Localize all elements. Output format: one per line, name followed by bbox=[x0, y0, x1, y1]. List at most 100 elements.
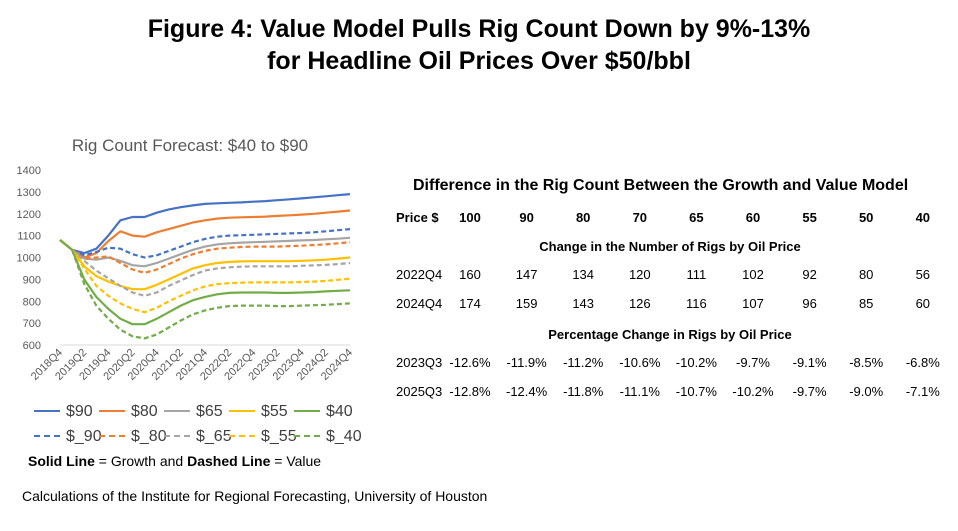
table-cell: -9.0% bbox=[849, 384, 884, 399]
legend-swatch bbox=[229, 435, 255, 437]
legend-swatch bbox=[34, 435, 60, 437]
table-cell: -10.6% bbox=[619, 355, 661, 370]
note-middle-text: = Growth and bbox=[94, 453, 188, 469]
table-cell: 92 bbox=[802, 267, 817, 282]
table-row: 2024Q417415914312611610796856030 bbox=[390, 296, 950, 316]
table-cell: -4.1% bbox=[951, 384, 958, 399]
series-line-usd-55 bbox=[59, 239, 351, 314]
column-header: 60 bbox=[745, 210, 761, 225]
table-cell: 30 bbox=[951, 296, 958, 311]
table-row: 2022Q416014713412011110292805627 bbox=[390, 267, 950, 287]
figure-title-line-2: for Headline Oil Prices Over $50/bbl bbox=[267, 47, 691, 75]
table-cell: -10.7% bbox=[675, 384, 717, 399]
table-cell: 102 bbox=[742, 267, 764, 282]
table-section-heading: Change in the Number of Rigs by Oil Pric… bbox=[539, 239, 801, 254]
legend-swatch bbox=[34, 410, 60, 412]
legend-swatch bbox=[99, 435, 125, 437]
legend-label: $90 bbox=[66, 403, 93, 420]
legend-swatch bbox=[164, 435, 190, 437]
table-cell: 174 bbox=[459, 296, 481, 311]
table-cell: 96 bbox=[802, 296, 817, 311]
rig-count-line-chart: Rig Count Forecast: $40 to $90 600 700 800… bbox=[17, 136, 356, 383]
legend-swatch bbox=[164, 410, 190, 412]
legend-swatch bbox=[294, 410, 320, 412]
table-cell: -10.2% bbox=[732, 384, 774, 399]
table-cell: 147 bbox=[515, 267, 538, 282]
table-cell: 60 bbox=[915, 296, 931, 311]
table-cell: 143 bbox=[572, 296, 595, 311]
table-cell: -6.8% bbox=[905, 355, 940, 370]
column-header: 100 bbox=[459, 210, 481, 225]
y-tick-label: 1000 bbox=[17, 253, 41, 265]
legend-label: $_65 bbox=[196, 428, 232, 445]
note-solid-label: Solid Line bbox=[28, 453, 95, 469]
y-axis: 600 700 800 900 1000 1100 1200 1300 1400 bbox=[17, 165, 41, 352]
table-cell: -11.8% bbox=[563, 384, 604, 399]
row-label: 2023Q3 bbox=[396, 355, 443, 370]
y-tick-label: 1300 bbox=[17, 187, 41, 199]
line-style-note: Solid Line = Growth and Dashed Line = Va… bbox=[28, 453, 321, 469]
table-cell: -9.7% bbox=[736, 355, 770, 370]
legend-swatch bbox=[99, 410, 125, 412]
table-header-row: Price $100908070656055504030 bbox=[390, 210, 950, 230]
table-row: 2025Q3 -12.8% -12.4% -11.8% -11.1% -10.7% -10.… bbox=[390, 384, 950, 404]
source-note: Calculations of the Institute for Region… bbox=[22, 488, 488, 504]
y-tick-label: 700 bbox=[23, 318, 41, 330]
column-header: 40 bbox=[915, 210, 931, 225]
table-cell: -10.2% bbox=[675, 355, 717, 370]
legend-label: $55 bbox=[261, 403, 288, 420]
column-header: 80 bbox=[575, 210, 591, 225]
table-cell: 120 bbox=[628, 267, 651, 282]
table-title: Difference in the Rig Count Between the … bbox=[413, 177, 909, 194]
table-cell: -9.1% bbox=[792, 355, 827, 370]
table-cell: -12.4% bbox=[505, 384, 548, 399]
table-cell: -12.6% bbox=[449, 355, 491, 370]
series-line-usd55 bbox=[59, 239, 351, 291]
row-label: 2024Q4 bbox=[396, 296, 443, 311]
column-header: 65 bbox=[689, 210, 704, 225]
y-tick-label: 1100 bbox=[17, 231, 41, 243]
row-label: 2025Q3 bbox=[396, 384, 443, 399]
column-header: 50 bbox=[858, 210, 874, 225]
table-cell: -11.9% bbox=[506, 355, 547, 370]
series-line-usd-90 bbox=[59, 228, 351, 259]
x-axis: 2018Q42019Q22019Q42020Q22020Q42021Q22021… bbox=[29, 344, 355, 383]
column-header: 70 bbox=[632, 210, 648, 225]
legend-label: $65 bbox=[196, 403, 223, 420]
table-cell: -12.8% bbox=[449, 384, 491, 399]
table-cell: -7.1% bbox=[905, 384, 940, 399]
table-cell: 116 bbox=[686, 296, 707, 311]
column-header: 90 bbox=[519, 210, 534, 225]
table-cell: -4.1% bbox=[951, 355, 958, 370]
table-cell: 160 bbox=[459, 267, 481, 282]
figure-title-line-1: Figure 4: Value Model Pulls Rig Count Do… bbox=[147, 15, 811, 43]
series-line-usd90 bbox=[59, 193, 351, 255]
legend-swatch bbox=[294, 435, 320, 437]
legend-swatch bbox=[229, 410, 255, 412]
series-line-usd-65 bbox=[59, 239, 351, 297]
table-cell: 56 bbox=[915, 267, 931, 282]
series-line-usd65 bbox=[59, 236, 351, 268]
column-header: 55 bbox=[802, 210, 817, 225]
y-tick-label: 800 bbox=[23, 296, 41, 308]
series-line-usd80 bbox=[59, 209, 351, 259]
legend-label: $80 bbox=[131, 403, 158, 420]
y-tick-label: 600 bbox=[23, 340, 41, 352]
series-line-usd-80 bbox=[59, 239, 351, 274]
note-end-text: = Value bbox=[270, 453, 322, 469]
table-cell: 159 bbox=[515, 296, 538, 311]
table-cell: -11.1% bbox=[619, 384, 660, 399]
table-cell: 126 bbox=[628, 296, 651, 311]
y-tick-label: 1200 bbox=[17, 209, 41, 221]
table-cell: 134 bbox=[572, 267, 595, 282]
series-line-usd-40 bbox=[59, 239, 351, 340]
series-line-usd40 bbox=[59, 239, 351, 326]
table-cell: 107 bbox=[742, 296, 764, 311]
table-cell: 85 bbox=[858, 296, 874, 311]
chart-title: Rig Count Forecast: $40 to $90 bbox=[72, 136, 308, 155]
table-cell: 80 bbox=[858, 267, 874, 282]
y-tick-label: 900 bbox=[23, 274, 41, 286]
table-section-heading: Percentage Change in Rigs by Oil Price bbox=[548, 327, 792, 342]
column-header: 30 bbox=[951, 210, 958, 225]
legend-label: $_40 bbox=[326, 428, 362, 445]
